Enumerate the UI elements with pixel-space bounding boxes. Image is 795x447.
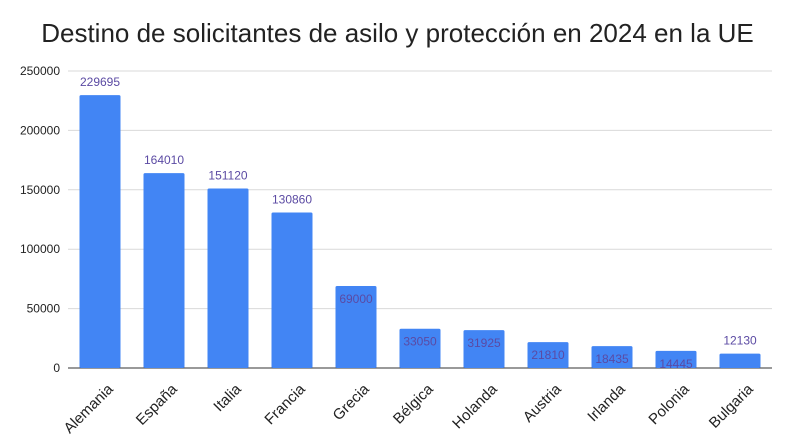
bar-francia — [271, 212, 313, 368]
x-tick-label: Austria — [520, 380, 565, 425]
data-label: 14445 — [659, 357, 693, 371]
bar-españa — [143, 173, 185, 368]
data-label: 21810 — [531, 348, 565, 362]
x-tick-label: Bélgica — [390, 380, 437, 427]
bar-grecia — [335, 286, 377, 368]
y-tick-label: 250000 — [20, 64, 60, 78]
x-axis-ticks: Alemania España Italia Francia Grecia Bélgica… — [61, 380, 758, 437]
x-tick-label: Francia — [261, 380, 309, 428]
bar-irlanda — [591, 346, 633, 368]
y-tick-label: 150000 — [20, 183, 60, 197]
bar-austria — [527, 342, 569, 368]
data-labels: 229695 164010 151120 130860 69000 33050 31925 2… — [80, 75, 757, 371]
data-label: 164010 — [144, 153, 184, 167]
chart-title: Destino de solicitantes de asilo y prote… — [41, 18, 754, 48]
x-tick-label: Irlanda — [584, 380, 629, 425]
y-tick-label: 0 — [53, 361, 60, 375]
x-tick-label: Italia — [210, 380, 245, 415]
bar-holanda — [463, 330, 505, 368]
data-label: 151120 — [208, 168, 247, 182]
bar-polonia — [655, 350, 697, 368]
x-tick-label: Polonia — [645, 380, 693, 428]
data-label: 130860 — [272, 193, 312, 207]
data-label: 12130 — [723, 334, 757, 348]
gridlines — [68, 70, 772, 369]
x-tick-label: Bulgaria — [706, 380, 757, 431]
bar-italia — [207, 188, 249, 368]
bar-alemania — [79, 95, 121, 368]
data-label: 69000 — [339, 292, 373, 306]
x-tick-label: España — [133, 380, 181, 428]
bars — [79, 95, 761, 368]
y-axis-ticks: 0 50000 100000 150000 200000 250000 — [20, 64, 60, 375]
x-tick-label: Alemania — [61, 380, 118, 437]
y-tick-label: 200000 — [20, 123, 60, 137]
bar-bulgaria — [719, 353, 761, 368]
data-label: 33050 — [403, 335, 437, 349]
data-label: 18435 — [595, 352, 629, 366]
data-label: 229695 — [80, 75, 120, 89]
bar-bélgica — [399, 328, 441, 368]
x-tick-label: Holanda — [449, 380, 501, 432]
x-tick-label: Grecia — [330, 380, 374, 424]
data-label: 31925 — [467, 336, 501, 350]
y-tick-label: 50000 — [27, 302, 61, 316]
y-tick-label: 100000 — [20, 242, 60, 256]
